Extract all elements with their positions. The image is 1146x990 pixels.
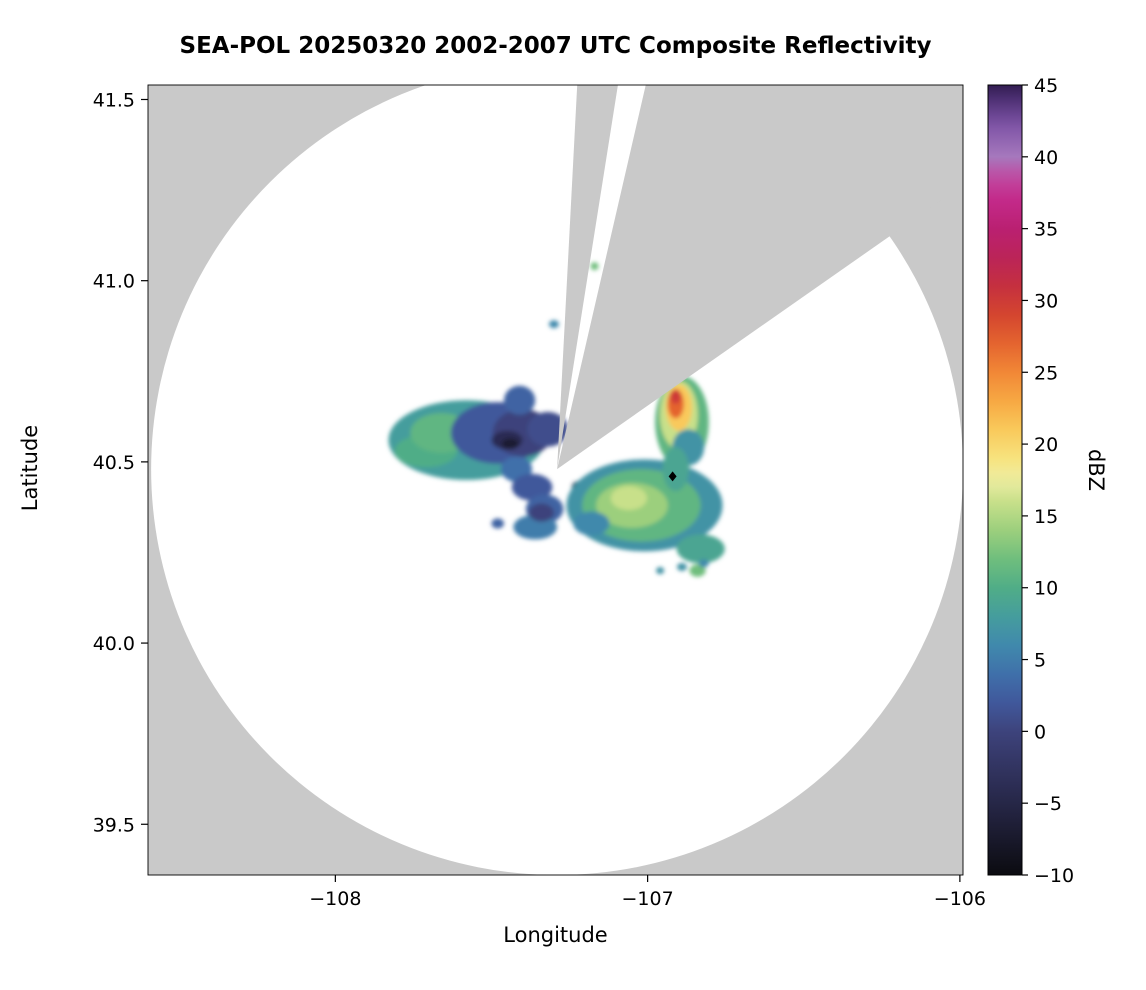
blocked-sector [557, 85, 963, 470]
echo-blob [548, 320, 559, 329]
radar-site-marker [668, 471, 677, 482]
y-tick-label: 41.5 [93, 89, 135, 111]
echo-blob [662, 447, 689, 492]
colorbar-tick-label: 10 [1034, 578, 1058, 600]
echo-blob [573, 511, 610, 536]
plot-area [148, 85, 963, 875]
echo-blob [590, 262, 599, 271]
chart-title: SEA-POL 20250320 2002-2007 UTC Composite… [179, 33, 932, 59]
echo-blob [656, 566, 665, 575]
colorbar-tick-label: 0 [1034, 721, 1046, 743]
echo-blob [528, 503, 554, 522]
colorbar-tick-label: 45 [1034, 75, 1058, 97]
y-tick-label: 40.0 [93, 633, 135, 655]
plot-frame [147, 84, 964, 876]
colorbar-tick-label: 35 [1034, 219, 1058, 241]
echo-blob [689, 564, 706, 577]
colorbar-tick-label: 20 [1034, 434, 1058, 456]
y-tick-label: 41.0 [93, 271, 135, 293]
colorbar-tick-label: −5 [1034, 793, 1062, 815]
colorbar-tick-label: 5 [1034, 650, 1046, 672]
echo-blob [610, 486, 647, 511]
echo-blob [491, 518, 504, 529]
echo-blob [676, 562, 687, 571]
x-tick-label: −107 [622, 888, 674, 910]
echo-blob [527, 411, 568, 447]
echo-blob [501, 438, 519, 450]
echo-blob [698, 559, 709, 568]
y-tick-label: 39.5 [93, 814, 135, 836]
echo-blob [511, 473, 553, 501]
echo-blob [676, 534, 725, 564]
axes: −108 −107 −106 39.5 40.0 40.5 41.0 41.5 [93, 89, 986, 910]
colorbar-tick-label: 15 [1034, 506, 1058, 528]
colorbar-gradient [988, 85, 1022, 875]
colorbar-frame [987, 84, 1023, 876]
x-tick-label: −106 [934, 888, 986, 910]
y-tick-label: 40.5 [93, 452, 135, 474]
echo-blob [670, 389, 681, 404]
reflectivity-echoes [388, 262, 725, 577]
x-tick-label: −108 [309, 888, 361, 910]
colorbar-tick-label: 25 [1034, 362, 1058, 384]
colorbar-tick-label: 30 [1034, 290, 1058, 312]
x-axis-label: Longitude [503, 923, 608, 947]
echo-blob [503, 385, 536, 415]
blocked-sector [557, 85, 618, 470]
colorbar: −10 −5 0 5 10 15 20 25 30 35 40 45 [987, 75, 1074, 887]
colorbar-tick-label: −10 [1034, 865, 1074, 887]
colorbar-tick-label: 40 [1034, 147, 1058, 169]
